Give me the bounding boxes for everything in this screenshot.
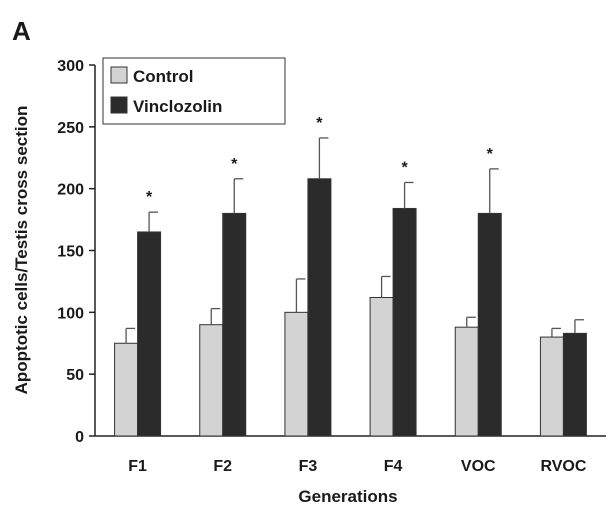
x-tick-label: F3 [299, 458, 318, 475]
x-tick-label: F4 [384, 458, 403, 475]
y-tick-label: 150 [57, 244, 84, 261]
y-tick-label: 250 [57, 120, 84, 137]
x-axis-label: Generations [298, 487, 397, 506]
legend-label-vinclozolin: Vinclozolin [133, 97, 222, 116]
y-axis-label: Apoptotic cells/Testis cross section [12, 106, 31, 395]
bar-control-f3 [284, 311, 309, 437]
legend-label-control: Control [133, 67, 193, 86]
x-tick-label: F1 [128, 458, 147, 475]
bar-vinclozolin-voc [477, 212, 502, 437]
significance-marker: * [487, 146, 494, 163]
bar-control-rvoc [539, 336, 564, 437]
bars-layer: * * * * * [114, 115, 587, 437]
bar-vinclozolin-f2 [222, 212, 247, 437]
x-tick-label: F2 [213, 458, 232, 475]
bar-vinclozolin-f4 [392, 207, 417, 437]
y-axis: 0 50 100 150 200 250 300 [57, 58, 96, 446]
y-tick-label: 100 [57, 305, 84, 322]
bar-control-f2 [199, 324, 224, 437]
x-axis: F1 F2 F3 F4 VOC RVOC [95, 435, 606, 475]
legend: Control Vinclozolin [102, 57, 286, 125]
y-tick-label: 50 [66, 367, 84, 384]
bar-vinclozolin-rvoc [562, 332, 587, 437]
significance-marker: * [146, 189, 153, 206]
legend-swatch-control [110, 66, 128, 84]
significance-marker: * [401, 159, 408, 176]
bar-control-f1 [114, 342, 139, 437]
y-tick-label: 0 [75, 429, 84, 446]
x-tick-label: RVOC [540, 458, 586, 475]
bar-control-f4 [369, 296, 394, 437]
y-tick-label: 200 [57, 182, 84, 199]
significance-marker: * [316, 115, 323, 132]
bar-vinclozolin-f1 [137, 231, 162, 437]
x-tick-label: VOC [461, 458, 496, 475]
bar-control-voc [454, 326, 479, 437]
y-tick-label: 300 [57, 58, 84, 75]
panel-label: A [12, 16, 31, 46]
legend-swatch-vinclozolin [110, 96, 128, 114]
bar-vinclozolin-f3 [307, 178, 332, 437]
significance-marker: * [231, 156, 238, 173]
